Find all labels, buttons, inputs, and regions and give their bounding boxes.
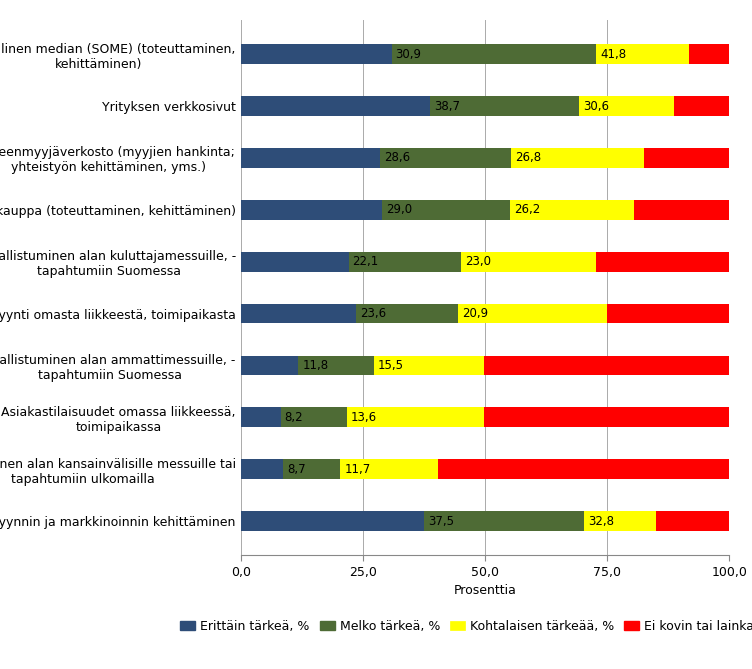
Legend: Erittäin tärkeä, %, Melko tärkeä, %, Kohtalaisen tärkeää, %, Ei kovin tai lainka: Erittäin tärkeä, %, Melko tärkeä, %, Koh… (175, 615, 752, 638)
Bar (280, 407, 347, 427)
Bar (579, 96, 674, 116)
Text: 30,9: 30,9 (396, 47, 422, 61)
Bar (241, 96, 430, 116)
Bar (241, 252, 349, 272)
Bar (430, 96, 579, 116)
Bar (511, 148, 644, 168)
Text: 29,0: 29,0 (387, 203, 412, 216)
Bar (241, 200, 383, 219)
Text: 15,5: 15,5 (378, 359, 404, 372)
Bar (356, 304, 458, 323)
Bar (461, 252, 596, 272)
Text: 28,6: 28,6 (384, 151, 411, 165)
Bar (634, 200, 729, 219)
Text: 26,8: 26,8 (515, 151, 541, 165)
Bar (349, 252, 461, 272)
Bar (299, 356, 374, 375)
Bar (458, 304, 608, 323)
Text: 8,2: 8,2 (284, 411, 303, 424)
Bar (656, 511, 729, 531)
Text: 11,8: 11,8 (302, 359, 329, 372)
Text: 23,0: 23,0 (465, 256, 491, 268)
Text: 37,5: 37,5 (428, 514, 454, 528)
Bar (241, 148, 381, 168)
Bar (438, 460, 729, 479)
Bar (424, 511, 584, 531)
Text: 11,7: 11,7 (344, 463, 371, 476)
Text: 41,8: 41,8 (600, 47, 626, 61)
Bar (392, 44, 596, 64)
Bar (484, 356, 729, 375)
Bar (284, 460, 341, 479)
X-axis label: Prosenttia: Prosenttia (453, 584, 517, 597)
Text: 20,9: 20,9 (462, 307, 488, 320)
Bar (689, 44, 729, 64)
Bar (241, 44, 392, 64)
Bar (241, 407, 280, 427)
Bar (584, 511, 656, 531)
Bar (374, 356, 484, 375)
Bar (241, 460, 284, 479)
Bar (241, 304, 356, 323)
Bar (341, 460, 438, 479)
Text: 22,1: 22,1 (353, 256, 379, 268)
Text: 38,7: 38,7 (434, 100, 459, 112)
Text: 32,8: 32,8 (588, 514, 614, 528)
Text: 23,6: 23,6 (360, 307, 386, 320)
Text: 30,6: 30,6 (584, 100, 609, 112)
Text: 13,6: 13,6 (351, 411, 378, 424)
Bar (347, 407, 484, 427)
Bar (241, 356, 299, 375)
Text: 26,2: 26,2 (514, 203, 541, 216)
Text: 8,7: 8,7 (287, 463, 306, 476)
Bar (644, 148, 729, 168)
Bar (596, 44, 689, 64)
Bar (484, 407, 729, 427)
Bar (674, 96, 729, 116)
Bar (608, 304, 729, 323)
Bar (596, 252, 729, 272)
Bar (511, 200, 634, 219)
Bar (381, 148, 511, 168)
Bar (383, 200, 511, 219)
Bar (241, 511, 424, 531)
